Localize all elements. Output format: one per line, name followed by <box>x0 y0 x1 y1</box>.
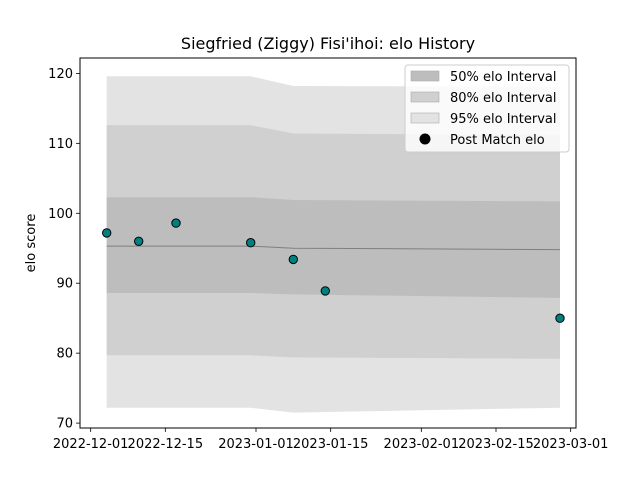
legend-swatch <box>410 112 440 124</box>
x-tick-label: 2023-02-15 <box>458 437 534 452</box>
post-match-elo-point <box>320 286 330 296</box>
legend-entry-label: Post Match elo <box>450 133 545 148</box>
post-match-elo-point <box>134 236 144 247</box>
legend-entry-label: 80% elo Interval <box>450 91 557 106</box>
y-tick-label: 110 <box>48 137 73 152</box>
post-match-elo-point <box>171 218 181 228</box>
post-match-elo-point <box>555 313 565 323</box>
y-tick-label: 90 <box>56 277 73 292</box>
y-tick-label: 100 <box>48 207 73 222</box>
band-50-interval-band <box>106 197 560 298</box>
post-match-elo-point <box>102 228 112 238</box>
y-axis-label: elo score <box>24 214 39 273</box>
legend-swatch <box>410 70 440 82</box>
legend-entry-label: 95% elo Interval <box>450 112 557 127</box>
chart-title: Siegfried (Ziggy) Fisi'ihoi: elo History <box>181 34 475 53</box>
x-tick-label: 2023-01-01 <box>218 437 294 452</box>
post-match-elo-point <box>246 238 256 248</box>
y-tick-label: 70 <box>56 417 73 432</box>
y-tick-label: 120 <box>48 67 73 82</box>
mean-elo-line <box>106 245 561 251</box>
legend-marker-swatch <box>419 133 431 145</box>
interval-bands <box>106 76 560 413</box>
legend-swatch <box>410 91 440 103</box>
post-match-elo-point <box>288 254 298 265</box>
x-tick-label: 2022-12-15 <box>128 437 204 452</box>
legend: 50% elo Interval 80% elo Interval 95% elo … <box>404 64 570 153</box>
post-match-points <box>102 218 565 323</box>
x-tick-label: 2023-03-01 <box>533 437 609 452</box>
y-tick-label: 80 <box>56 347 73 362</box>
legend-entry-label: 50% elo Interval <box>450 70 557 85</box>
plot-frame <box>79 57 577 429</box>
mean-elo-line-layer <box>106 245 561 251</box>
x-tick-label: 2023-01-15 <box>293 437 369 452</box>
legend-frame <box>404 64 570 153</box>
x-tick-label: 2023-02-01 <box>384 437 460 452</box>
y-axis: 70 80 90 100 110 120 <box>48 67 80 432</box>
x-tick-label: 2022-12-01 <box>53 437 129 452</box>
x-axis: 2022-12-01 2022-12-15 2023-01-01 2023-01-15… <box>53 428 609 452</box>
